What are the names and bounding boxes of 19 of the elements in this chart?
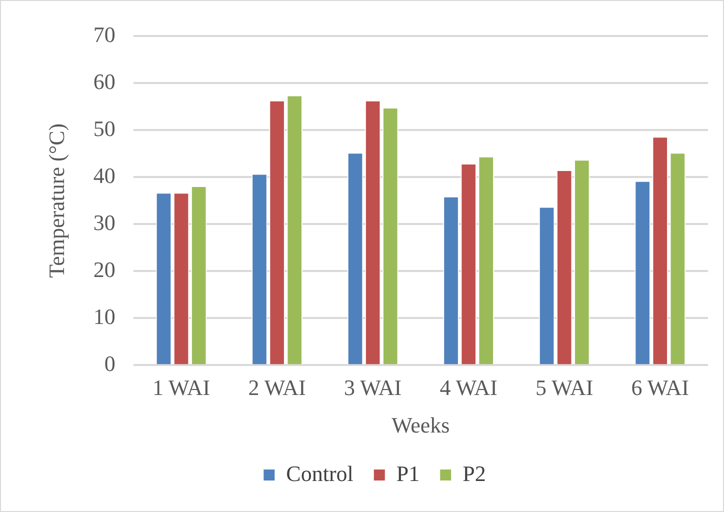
legend-label: P1: [396, 460, 420, 486]
legend-label: P2: [462, 460, 486, 486]
y-tick-label: 20: [93, 256, 116, 282]
x-tick-label: 3 WAI: [344, 375, 402, 400]
y-tick-label: 0: [104, 350, 116, 376]
y-tick-label: 40: [93, 162, 116, 188]
x-tick-label: 2 WAI: [248, 375, 306, 400]
x-tick-label: 6 WAI: [631, 375, 689, 400]
y-tick-label: 60: [93, 68, 116, 94]
y-axis-title: Temperature (°C): [44, 123, 69, 278]
y-tick-label: 50: [93, 116, 116, 141]
x-axis-title: Weeks: [392, 412, 450, 438]
y-tick-label: 30: [93, 210, 116, 235]
x-tick-label: 4 WAI: [440, 375, 498, 400]
x-tick-label: 5 WAI: [536, 375, 594, 400]
legend-label: Control: [286, 460, 354, 486]
y-tick-label: 10: [93, 304, 116, 329]
y-tick-label: 70: [93, 22, 116, 47]
x-tick-label: 1 WAI: [152, 375, 210, 400]
